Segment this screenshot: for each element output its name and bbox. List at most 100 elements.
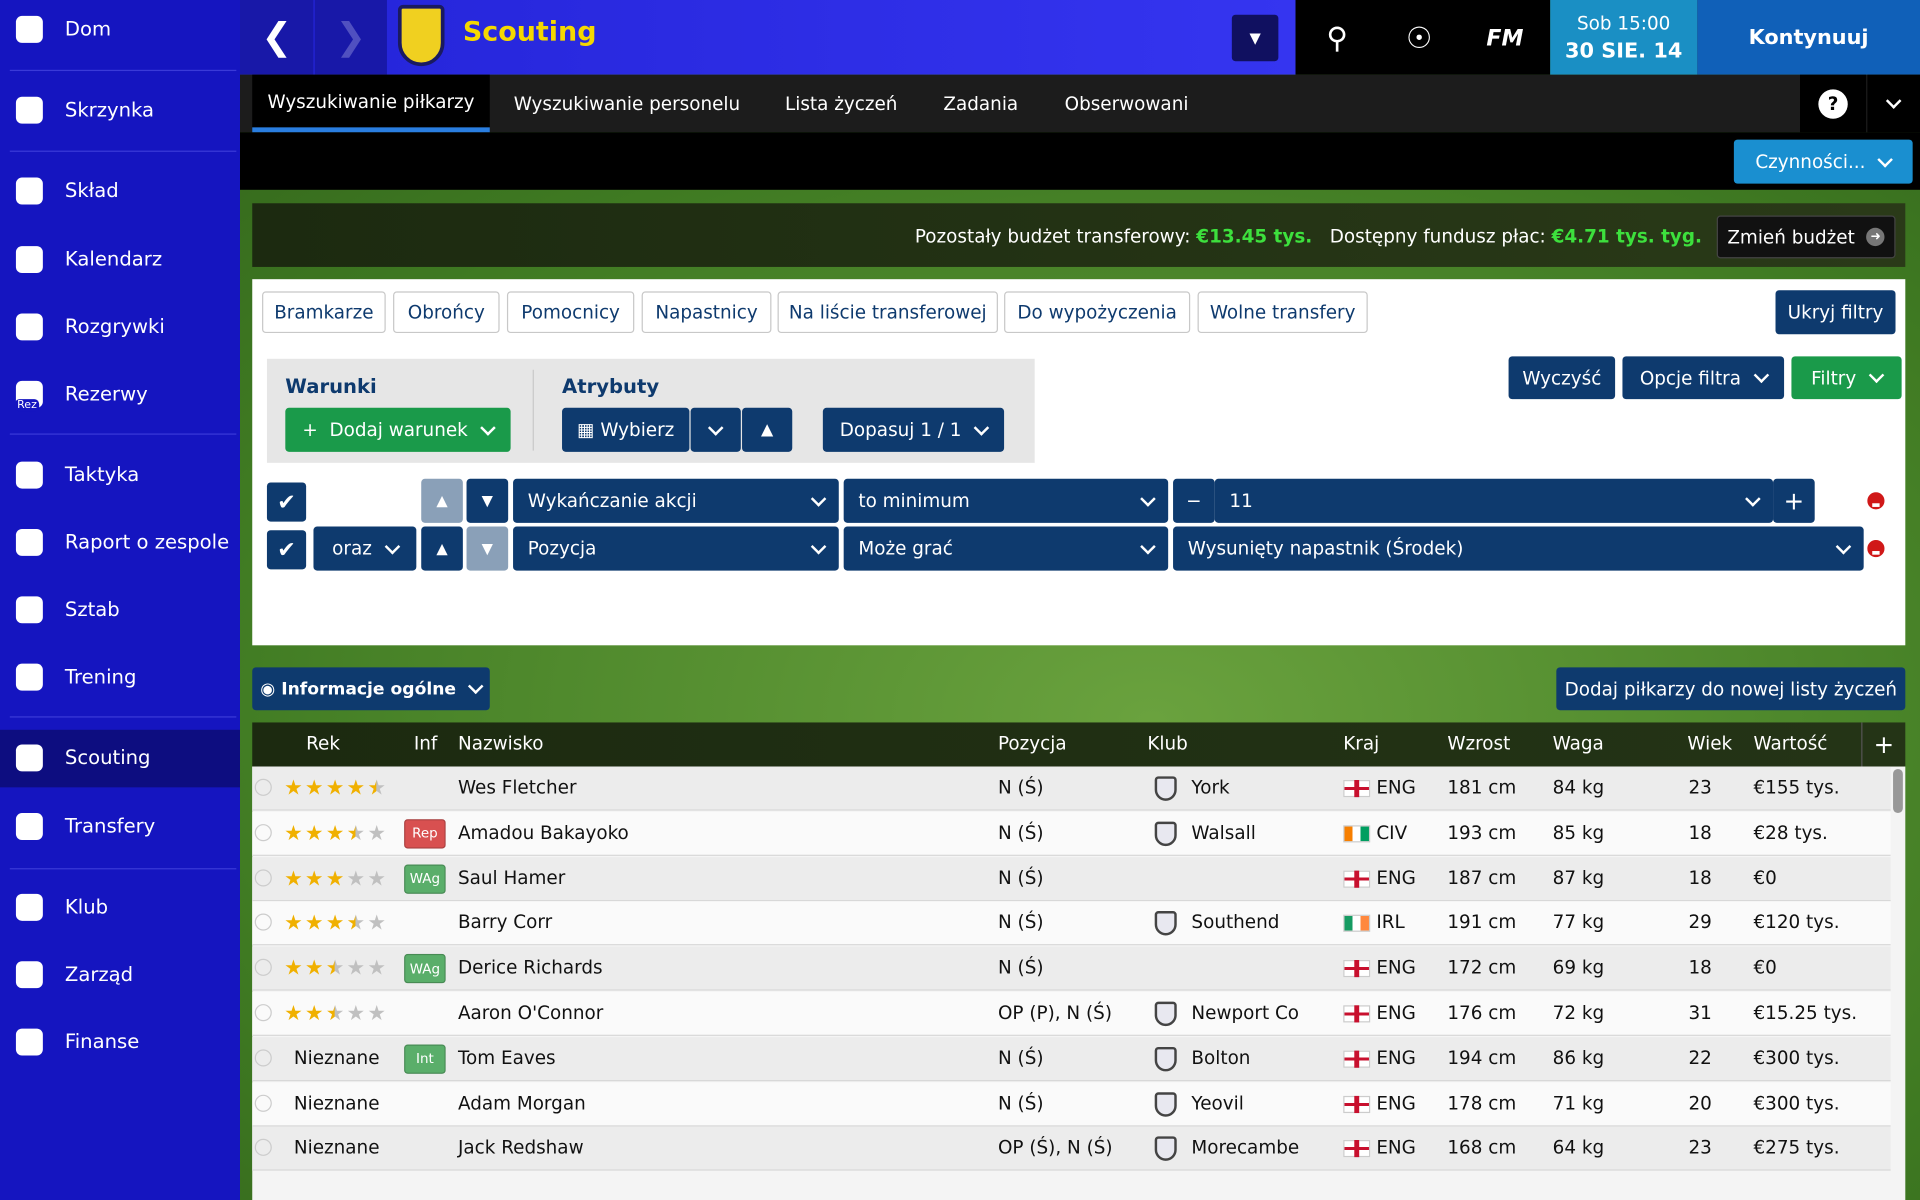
clear-button[interactable]: Wyczyść [1508, 356, 1616, 400]
filters-button[interactable]: Filtry [1791, 356, 1902, 400]
club[interactable]: Southend [1191, 911, 1280, 934]
nav-item[interactable]: Rozgrywki [64, 314, 165, 338]
column-header[interactable]: Klub [1147, 732, 1188, 755]
add-condition-button[interactable]: + Dodaj warunek [285, 407, 511, 452]
quick-filter[interactable]: Pomocnicy [506, 291, 635, 334]
player-name[interactable]: Amadou Bakayoko [457, 821, 629, 844]
table-row[interactable] [252, 1127, 1891, 1172]
nav-item[interactable]: Zarząd [64, 962, 134, 986]
quick-filter[interactable]: Bramkarze [262, 291, 386, 334]
choose-up[interactable]: ▲ [742, 407, 793, 452]
rule-value[interactable]: 11 [1214, 478, 1774, 523]
rule-checkbox[interactable]: ✔ [266, 482, 307, 522]
move-down[interactable]: ▼ [466, 526, 509, 571]
row-select[interactable] [254, 1094, 272, 1112]
row-select[interactable] [254, 913, 272, 932]
player-name[interactable]: Derice Richards [457, 956, 603, 979]
tab[interactable]: Obserwowani [1064, 92, 1189, 115]
help-button[interactable]: ? [1800, 74, 1867, 133]
move-down[interactable]: ▼ [466, 478, 509, 523]
rule-checkbox[interactable]: ✔ [266, 530, 307, 570]
nav-item[interactable]: Taktyka [64, 462, 140, 487]
table-row[interactable] [252, 946, 1891, 991]
nav-item[interactable]: Klub [64, 895, 109, 919]
nav-item[interactable]: Sztab [64, 597, 120, 621]
player-name[interactable]: Saul Hamer [457, 866, 566, 889]
search-button[interactable]: ⚲ [1326, 20, 1348, 56]
forward-button[interactable]: ❯ [314, 0, 387, 75]
table-row[interactable] [252, 991, 1891, 1036]
row-select[interactable] [254, 823, 272, 841]
back-button[interactable]: ❮ [240, 0, 314, 75]
nav-item[interactable]: Kalendarz [64, 247, 163, 271]
table-row[interactable] [252, 856, 1891, 901]
column-header[interactable]: Inf [413, 732, 438, 755]
rule-operator[interactable]: Może grać [843, 526, 1169, 571]
player-name[interactable]: Jack Redshaw [457, 1136, 584, 1159]
table-row[interactable] [252, 811, 1891, 856]
choose-button[interactable]: ▦ Wybierz [562, 407, 690, 452]
rule-value[interactable]: Wysunięty napastnik (Środek) [1173, 526, 1864, 571]
nav-item[interactable]: Dom [64, 17, 112, 41]
add-shortlist-button[interactable]: Dodaj piłkarzy do nowej listy życzeń [1556, 667, 1906, 711]
nav-item[interactable]: Skład [64, 178, 119, 203]
row-select[interactable] [254, 1049, 272, 1067]
column-header[interactable]: Waga [1552, 732, 1604, 755]
filter-options-button[interactable]: Opcje filtra [1622, 356, 1785, 400]
value-plus[interactable]: + [1773, 478, 1815, 523]
quick-filter[interactable]: Do wypożyczenia [1004, 291, 1191, 334]
column-header[interactable]: Wartość [1753, 732, 1828, 755]
scrollbar[interactable] [1893, 768, 1903, 814]
rule-joiner[interactable]: oraz [313, 526, 417, 571]
nav-item[interactable]: Transfery [64, 814, 156, 838]
quick-filter[interactable]: Na liście transferowej [777, 291, 998, 334]
row-select[interactable] [254, 1004, 272, 1022]
nav-item[interactable]: Rezerwy [64, 382, 148, 406]
nav-item[interactable]: Skrzynka [64, 97, 155, 122]
nav-item[interactable]: Scouting [64, 745, 151, 769]
player-name[interactable]: Tom Eaves [457, 1046, 556, 1069]
column-header[interactable]: Nazwisko [457, 732, 544, 755]
world-button[interactable]: ☉ [1406, 20, 1433, 56]
row-select[interactable] [254, 868, 272, 887]
club[interactable]: Walsall [1191, 821, 1256, 844]
row-select[interactable] [254, 959, 272, 977]
tab[interactable]: Wyszukiwanie piłkarzy [252, 74, 490, 133]
club[interactable]: Morecambe [1191, 1136, 1300, 1159]
table-row[interactable] [252, 1036, 1891, 1081]
fm-menu[interactable]: FM [1467, 15, 1543, 62]
club[interactable]: Bolton [1191, 1046, 1251, 1069]
change-budget-button[interactable]: Zmień budżet ➜ [1716, 215, 1896, 259]
quick-filter[interactable]: Napastnicy [641, 291, 772, 334]
quick-filter[interactable]: Obrońcy [393, 291, 500, 334]
column-header[interactable]: Rek [306, 732, 341, 755]
add-column[interactable]: + [1861, 722, 1905, 767]
remove-rule[interactable] [1867, 540, 1885, 558]
column-header[interactable]: Wiek [1687, 732, 1733, 755]
continue-button[interactable]: Kontynuuj [1697, 0, 1920, 75]
player-name[interactable]: Barry Corr [457, 911, 553, 934]
rule-attribute[interactable]: Pozycja [513, 526, 839, 571]
choose-down[interactable] [690, 407, 741, 452]
row-select[interactable] [254, 778, 272, 796]
column-header[interactable]: Pozycja [997, 732, 1067, 755]
row-select[interactable] [254, 1139, 272, 1157]
view-button[interactable]: ◉ Informacje ogólne [252, 667, 490, 711]
tab[interactable]: Wyszukiwanie personelu [513, 92, 741, 115]
rule-attribute[interactable]: Wykańczanie akcji [513, 478, 839, 523]
nav-item[interactable]: Raport o zespole [64, 530, 230, 554]
tab[interactable]: Lista życzeń [785, 92, 898, 115]
player-name[interactable]: Wes Fletcher [457, 776, 577, 799]
player-name[interactable]: Aaron O'Connor [457, 1001, 604, 1024]
rule-operator[interactable]: to minimum [843, 478, 1169, 523]
nav-item[interactable]: Finanse [64, 1029, 140, 1054]
table-row[interactable] [252, 1081, 1891, 1127]
tab[interactable]: Zadania [943, 92, 1019, 115]
club[interactable]: Yeovil [1191, 1091, 1244, 1114]
remove-rule[interactable] [1867, 492, 1885, 510]
nav-item[interactable]: Trening [64, 664, 137, 689]
column-header[interactable]: Wzrost [1447, 732, 1511, 755]
match-button[interactable]: Dopasuj 1 / 1 [822, 407, 1005, 452]
club[interactable]: York [1191, 776, 1230, 799]
player-name[interactable]: Adam Morgan [457, 1091, 586, 1114]
